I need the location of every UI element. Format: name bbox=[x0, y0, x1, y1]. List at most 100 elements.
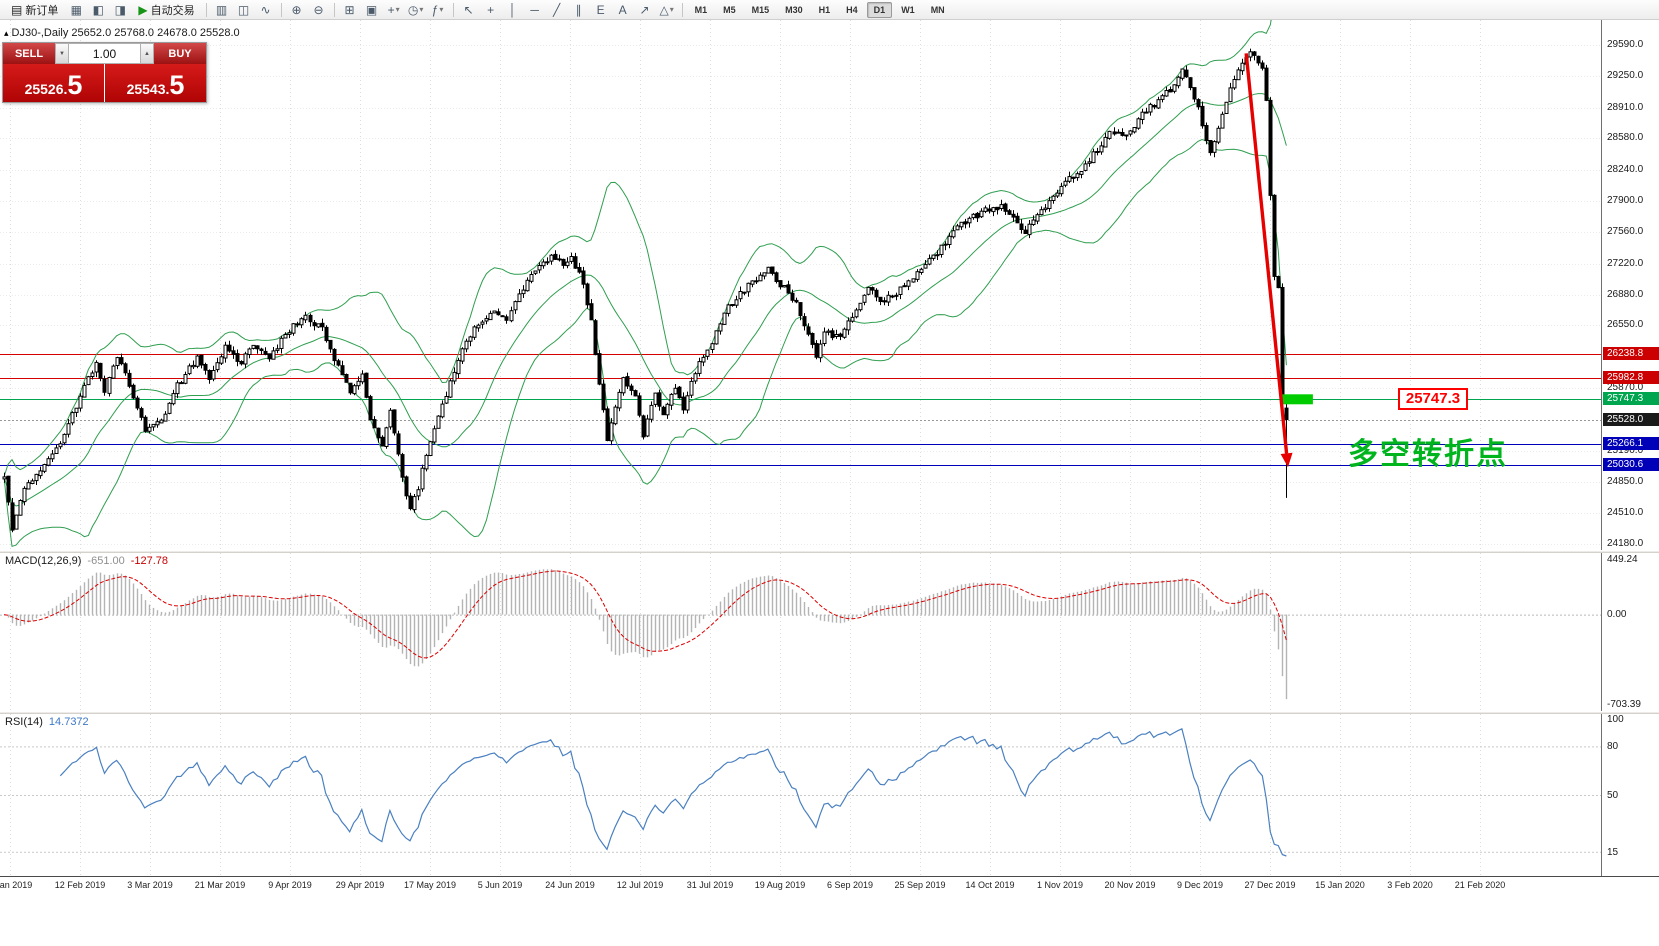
date-label: 27 Dec 2019 bbox=[1244, 880, 1296, 890]
date-label: 9 Apr 2019 bbox=[268, 880, 312, 890]
price-tick: 25870.0 bbox=[1607, 382, 1644, 394]
bollinger-bands bbox=[3, 20, 1287, 548]
timeframe-m15-button[interactable]: M15 bbox=[751, 4, 770, 15]
sell-off-arrow[interactable] bbox=[1244, 53, 1293, 468]
price-tick: 28240.0 bbox=[1607, 163, 1644, 175]
date-label: 24 Jun 2019 bbox=[545, 880, 595, 890]
macd-scale-tick: 449.24 bbox=[1607, 554, 1638, 565]
date-label: 21 Feb 2020 bbox=[1454, 880, 1506, 890]
data-window-icon[interactable]: ◧ bbox=[92, 2, 105, 17]
date-label: 25 Sep 2019 bbox=[894, 880, 946, 890]
tile-windows-icon[interactable]: ⊞ bbox=[344, 2, 355, 17]
buy-button[interactable]: BUY bbox=[154, 43, 206, 64]
autotrading-button[interactable]: ▶ 自动交易 bbox=[138, 2, 195, 17]
zoom-in-icon[interactable]: ⊕ bbox=[291, 2, 302, 17]
support-zone-rectangle[interactable] bbox=[1279, 394, 1313, 405]
volume-down-button[interactable]: ▼ bbox=[55, 43, 69, 64]
new-order-button[interactable]: ▤ 新订单 bbox=[11, 2, 59, 17]
price-chart-panel[interactable] bbox=[0, 20, 1601, 550]
candlestick-chart-icon[interactable]: ◫ bbox=[237, 2, 250, 17]
volume-up-button[interactable]: ▲ bbox=[140, 43, 154, 64]
date-label: 14 Oct 2019 bbox=[965, 880, 1015, 890]
chart-ohlc-header: ▴ DJ30-,Daily 25652.0 25768.0 24678.0 25… bbox=[4, 27, 240, 39]
rsi-scale-tick: 15 bbox=[1607, 846, 1619, 858]
timeframe-m5-button[interactable]: M5 bbox=[723, 4, 736, 15]
line-chart-icon[interactable]: ∿ bbox=[260, 2, 271, 17]
panel-splitter[interactable] bbox=[0, 711, 1659, 714]
date-label: 20 Nov 2019 bbox=[1104, 880, 1156, 890]
volume-input[interactable] bbox=[69, 43, 140, 64]
date-label: 5 Jun 2019 bbox=[477, 880, 523, 890]
toolbar-separator bbox=[681, 2, 683, 17]
timeframe-m1-button[interactable]: M1 bbox=[694, 4, 708, 15]
sell-price[interactable]: 25526. 5 bbox=[3, 64, 104, 102]
date-label: 19 Aug 2019 bbox=[754, 880, 806, 890]
sell-button[interactable]: SELL bbox=[3, 43, 55, 64]
rsi-panel[interactable] bbox=[0, 714, 1601, 876]
sell-price-big: 5 bbox=[67, 70, 83, 100]
trend-reversal-note[interactable]: 多空转折点 bbox=[1348, 438, 1508, 471]
channel-icon[interactable]: ∥ bbox=[575, 2, 582, 17]
support-price-label[interactable]: 25747.3 bbox=[1398, 388, 1468, 411]
price-level-label: 25266.1 bbox=[1603, 436, 1659, 450]
date-label: 21 Mar 2019 bbox=[194, 880, 246, 890]
market-watch-icon[interactable]: ▦ bbox=[70, 2, 83, 17]
fibonacci-icon[interactable]: E bbox=[596, 2, 605, 17]
price-level-label: 25982.8 bbox=[1603, 370, 1659, 384]
price-tick: 24510.0 bbox=[1607, 507, 1644, 519]
buy-price[interactable]: 25543. 5 bbox=[105, 64, 206, 102]
date-label: 1 Nov 2019 bbox=[1036, 880, 1084, 890]
cascade-windows-icon[interactable]: ▣ bbox=[365, 2, 378, 17]
price-tick: 27900.0 bbox=[1607, 194, 1644, 206]
arrows-icon[interactable]: ↗ bbox=[639, 2, 650, 17]
rsi-level-lines bbox=[0, 746, 1601, 853]
indicators-icon[interactable]: ƒ ▾ bbox=[431, 2, 444, 17]
vertical-gridlines bbox=[10, 20, 1481, 550]
macd-scale-tick: -703.39 bbox=[1607, 699, 1641, 710]
price-tick: 24850.0 bbox=[1607, 476, 1644, 488]
zoom-out-icon[interactable]: ⊖ bbox=[313, 2, 324, 17]
price-scale[interactable]: 29590.0 29250.0 28910.0 28580.0 28240.0 27900… bbox=[1601, 20, 1659, 876]
toolbar-separator bbox=[333, 2, 335, 17]
macd-histogram bbox=[7, 569, 1288, 700]
text-icon[interactable]: A bbox=[618, 2, 627, 17]
periods-icon[interactable]: ◷ ▾ bbox=[407, 2, 424, 17]
rsi-scale-tick: 100 bbox=[1607, 714, 1624, 725]
price-level-label: 25030.6 bbox=[1603, 458, 1659, 472]
cursor-icon[interactable]: ↖ bbox=[463, 2, 474, 17]
horizontal-line-icon[interactable]: ─ bbox=[530, 2, 539, 17]
price-level-label: 26238.8 bbox=[1603, 347, 1659, 361]
timeframe-w1-button[interactable]: W1 bbox=[901, 4, 915, 15]
bar-chart-icon[interactable]: ▥ bbox=[215, 2, 228, 17]
rsi-line bbox=[59, 727, 1287, 857]
price-level-label: 25747.3 bbox=[1603, 392, 1659, 406]
date-label: 9 Dec 2019 bbox=[1176, 880, 1224, 890]
toolbar-separator bbox=[205, 2, 207, 17]
vertical-line-icon[interactable]: │ bbox=[508, 2, 517, 17]
new-chart-icon[interactable]: + ▾ bbox=[387, 2, 400, 17]
price-tick: 27220.0 bbox=[1607, 257, 1644, 269]
date-label: 29 Apr 2019 bbox=[335, 880, 385, 890]
timeframe-m30-button[interactable]: M30 bbox=[785, 4, 803, 15]
shapes-icon[interactable]: △ ▾ bbox=[659, 2, 674, 17]
timeframe-h1-button[interactable]: H1 bbox=[818, 4, 831, 15]
rsi-scale-tick: 80 bbox=[1607, 741, 1619, 753]
toolbar-separator bbox=[452, 2, 454, 17]
macd-panel[interactable] bbox=[0, 553, 1601, 711]
candlestick-series bbox=[2, 48, 1289, 533]
horizontal-level-lines[interactable] bbox=[0, 354, 1601, 466]
timeframe-mn-button[interactable]: MN bbox=[930, 4, 945, 15]
crosshair-icon[interactable]: + bbox=[487, 2, 495, 17]
price-tick: 24180.0 bbox=[1607, 537, 1644, 549]
sell-price-main: 25526. bbox=[24, 81, 68, 97]
panel-splitter[interactable] bbox=[0, 550, 1659, 553]
price-tick: 28910.0 bbox=[1607, 101, 1644, 113]
timeframe-h4-button[interactable]: H4 bbox=[846, 4, 858, 15]
navigator-icon[interactable]: ◨ bbox=[114, 2, 127, 17]
trendline-icon[interactable]: ╱ bbox=[552, 2, 561, 17]
macd-scale-tick: 0.00 bbox=[1607, 608, 1627, 620]
one-click-collapse-icon[interactable]: ▴ bbox=[4, 27, 9, 38]
timeframe-d1-button[interactable]: D1 bbox=[866, 1, 893, 18]
time-axis[interactable]: 3 Jan 2019 12 Feb 2019 3 Mar 2019 21 Mar 20… bbox=[0, 876, 1659, 895]
